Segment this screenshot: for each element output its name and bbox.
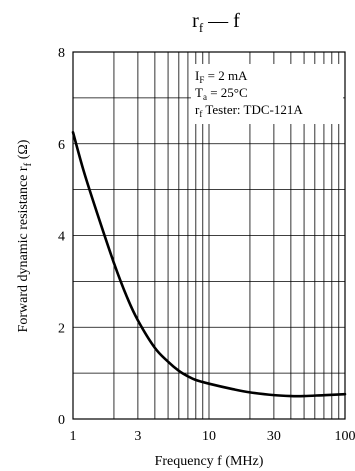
resistance-curve [71,130,347,398]
x-axis-label: Frequency f (MHz) [155,454,264,469]
y-tick-label: 0 [58,413,65,428]
annotation-line: Ta = 25°C [195,85,248,102]
x-tick-label: 1 [70,429,77,444]
axis-ticks: 1 3 10 30 100 0 2 4 6 8 [58,46,355,444]
y-tick-label: 8 [58,46,65,61]
plot-frame [72,51,346,420]
chart-title: rf — f [192,10,240,35]
y-tick-label: 6 [58,138,65,153]
x-tick-label: 3 [134,429,141,444]
x-tick-label: 10 [202,429,216,444]
annotation-box [191,64,343,124]
y-tick-label: 4 [58,230,65,245]
x-tick-label: 100 [335,429,355,444]
annotation-line: IF = 2 mA [195,68,248,85]
y-tick-label: 2 [58,321,65,336]
plot-series [71,130,347,398]
x-tick-label: 30 [267,429,281,444]
y-axis-label: Forward dynamic resistance rf (Ω) [16,139,34,332]
annotation-line: rf Tester: TDC-121A [195,102,303,119]
